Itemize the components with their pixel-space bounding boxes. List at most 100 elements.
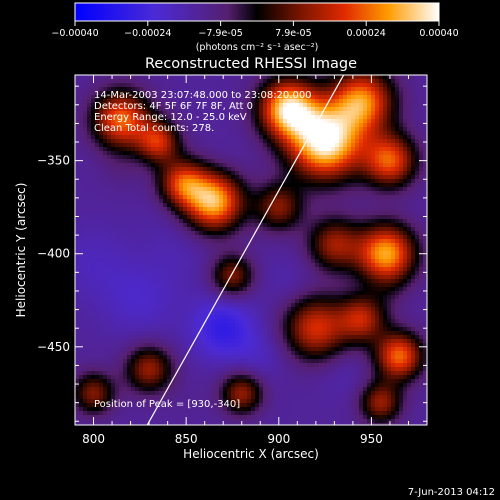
heatmap-cell (295, 255, 300, 260)
heatmap-cell (239, 203, 244, 208)
heatmap-cell (127, 135, 132, 140)
heatmap-cell (223, 123, 228, 128)
heatmap-cell (387, 159, 392, 164)
heatmap-cell (363, 247, 368, 252)
heatmap-cell (391, 107, 396, 112)
heatmap-cell (151, 195, 156, 200)
heatmap-cell (199, 95, 204, 100)
heatmap-cell (303, 287, 308, 292)
heatmap-cell (299, 107, 304, 112)
heatmap-cell (351, 111, 356, 116)
heatmap-cell (239, 279, 244, 284)
heatmap-cell (115, 115, 120, 120)
heatmap-cell (379, 239, 384, 244)
heatmap-cell (331, 215, 336, 220)
heatmap-cell (319, 167, 324, 172)
heatmap-cell (115, 139, 120, 144)
heatmap-cell (359, 75, 364, 80)
heatmap-cell (227, 155, 232, 160)
heatmap-cell (211, 171, 216, 176)
heatmap-cell (143, 247, 148, 252)
heatmap-cell (123, 175, 128, 180)
heatmap-cell (363, 295, 368, 300)
heatmap-cell (251, 127, 256, 132)
heatmap-cell (283, 179, 288, 184)
heatmap-cell (347, 183, 352, 188)
heatmap-cell (391, 119, 396, 124)
heatmap-cell (223, 127, 228, 132)
heatmap-cell (175, 95, 180, 100)
heatmap-cell (243, 163, 248, 168)
heatmap-cell (155, 167, 160, 172)
heatmap-cell (123, 219, 128, 224)
heatmap-cell (323, 279, 328, 284)
heatmap-cell (107, 179, 112, 184)
heatmap-cell (255, 275, 260, 280)
heatmap-cell (339, 79, 344, 84)
heatmap-cell (335, 159, 340, 164)
heatmap-cell (159, 155, 164, 160)
heatmap-cell (131, 135, 136, 140)
heatmap-cell (339, 163, 344, 168)
heatmap-cell (203, 235, 208, 240)
heatmap-cell (343, 179, 348, 184)
heatmap-cell (343, 159, 348, 164)
heatmap-cell (131, 207, 136, 212)
heatmap-cell (387, 239, 392, 244)
heatmap-cell (87, 91, 92, 96)
heatmap-cell (211, 167, 216, 172)
heatmap-cell (207, 107, 212, 112)
heatmap-cell (351, 227, 356, 232)
heatmap-cell (227, 275, 232, 280)
heatmap-cell (383, 275, 388, 280)
heatmap-cell (403, 115, 408, 120)
heatmap-cell (83, 259, 88, 264)
heatmap-cell (419, 223, 424, 228)
heatmap-cell (399, 259, 404, 264)
heatmap-cell (311, 167, 316, 172)
heatmap-cell (139, 223, 144, 228)
heatmap-cell (379, 195, 384, 200)
heatmap-cell (83, 143, 88, 148)
heatmap-cell (187, 187, 192, 192)
heatmap-cell (311, 235, 316, 240)
heatmap-cell (419, 99, 424, 104)
heatmap-cell (255, 223, 260, 228)
heatmap-cell (355, 155, 360, 160)
heatmap-cell (167, 179, 172, 184)
heatmap-cell (195, 111, 200, 116)
heatmap-cell (143, 239, 148, 244)
heatmap-cell (83, 147, 88, 152)
heatmap-cell (247, 219, 252, 224)
heatmap-cell (179, 211, 184, 216)
heatmap-cell (323, 227, 328, 232)
heatmap-cell (199, 207, 204, 212)
heatmap-cell (283, 239, 288, 244)
heatmap-cell (171, 103, 176, 108)
heatmap-cell (159, 135, 164, 140)
heatmap-cell (147, 299, 152, 304)
heatmap-cell (119, 91, 124, 96)
heatmap-cell (207, 79, 212, 84)
heatmap-cell (151, 123, 156, 128)
heatmap-cell (375, 127, 380, 132)
heatmap-cell (151, 255, 156, 260)
heatmap-cell (367, 111, 372, 116)
heatmap-cell (255, 235, 260, 240)
heatmap-cell (231, 107, 236, 112)
heatmap-cell (331, 79, 336, 84)
heatmap-cell (411, 79, 416, 84)
heatmap-cell (239, 167, 244, 172)
heatmap-cell (123, 195, 128, 200)
heatmap-cell (355, 275, 360, 280)
heatmap-cell (115, 235, 120, 240)
heatmap-cell (367, 91, 372, 96)
heatmap-cell (315, 199, 320, 204)
heatmap-cell (87, 279, 92, 284)
heatmap-cell (267, 147, 272, 152)
heatmap-cell (407, 203, 412, 208)
heatmap-cell (287, 91, 292, 96)
heatmap-cell (291, 179, 296, 184)
heatmap-cell (355, 83, 360, 88)
heatmap-cell (167, 155, 172, 160)
